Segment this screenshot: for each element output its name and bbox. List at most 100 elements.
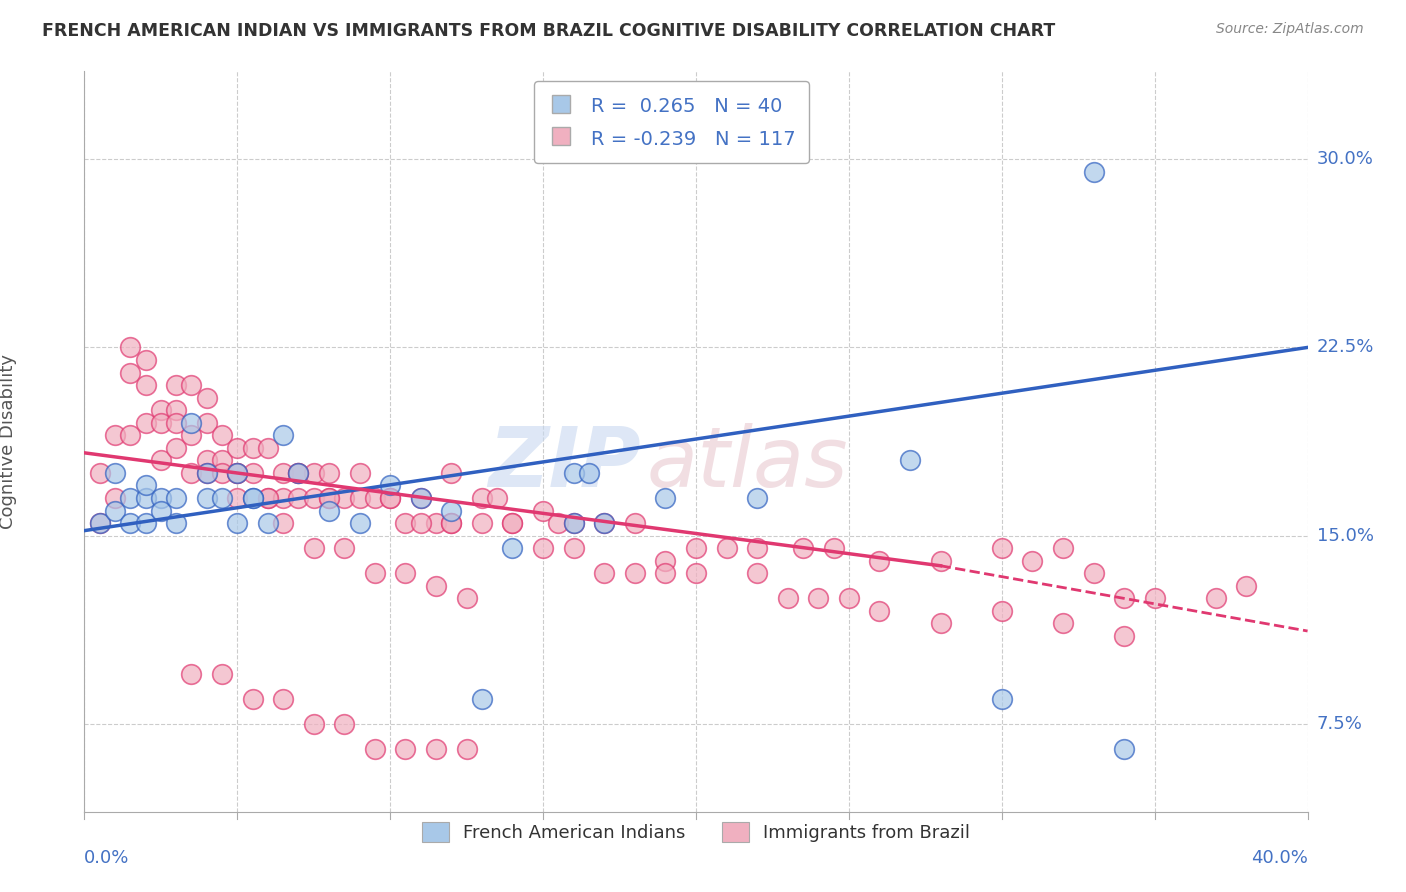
Text: Cognitive Disability: Cognitive Disability [0, 354, 17, 529]
Point [242, 441, 264, 455]
Point [685, 541, 707, 556]
Point [440, 516, 463, 530]
Point [333, 491, 356, 505]
Point [593, 516, 616, 530]
Point [394, 566, 416, 581]
Point [271, 691, 294, 706]
Point [242, 691, 264, 706]
Point [287, 466, 309, 480]
Point [211, 491, 233, 505]
Point [380, 491, 402, 505]
Point [562, 516, 585, 530]
Point [287, 466, 309, 480]
Point [471, 691, 494, 706]
Point [394, 516, 416, 530]
Point [502, 516, 524, 530]
Text: 40.0%: 40.0% [1251, 849, 1308, 867]
Point [180, 428, 202, 442]
Point [807, 591, 830, 606]
Point [211, 466, 233, 480]
Point [165, 378, 187, 392]
Point [364, 491, 387, 505]
Point [747, 491, 769, 505]
Point [1021, 554, 1043, 568]
Point [195, 466, 218, 480]
Point [211, 453, 233, 467]
Point [1114, 742, 1136, 756]
Point [593, 566, 616, 581]
Point [149, 403, 172, 417]
Point [135, 478, 157, 492]
Point [440, 516, 463, 530]
Point [898, 453, 921, 467]
Point [149, 416, 172, 430]
Point [195, 416, 218, 430]
Point [195, 491, 218, 505]
Point [149, 503, 172, 517]
Point [195, 453, 218, 467]
Text: 30.0%: 30.0% [1317, 150, 1374, 169]
Point [380, 478, 402, 492]
Point [1052, 616, 1074, 631]
Point [135, 378, 157, 392]
Point [257, 516, 280, 530]
Point [776, 591, 799, 606]
Point [120, 428, 142, 442]
Point [394, 742, 416, 756]
Point [792, 541, 814, 556]
Point [471, 491, 494, 505]
Point [1052, 541, 1074, 556]
Point [593, 516, 616, 530]
Point [195, 391, 218, 405]
Text: FRENCH AMERICAN INDIAN VS IMMIGRANTS FROM BRAZIL COGNITIVE DISABILITY CORRELATIO: FRENCH AMERICAN INDIAN VS IMMIGRANTS FRO… [42, 22, 1056, 40]
Point [547, 516, 569, 530]
Point [440, 503, 463, 517]
Point [349, 466, 371, 480]
Point [180, 378, 202, 392]
Text: 7.5%: 7.5% [1317, 714, 1362, 733]
Point [104, 503, 127, 517]
Text: 0.0%: 0.0% [84, 849, 129, 867]
Point [242, 491, 264, 505]
Point [578, 466, 600, 480]
Point [991, 604, 1014, 618]
Point [409, 491, 432, 505]
Point [89, 516, 111, 530]
Point [302, 541, 325, 556]
Point [104, 428, 127, 442]
Point [869, 604, 891, 618]
Point [104, 491, 127, 505]
Point [318, 491, 340, 505]
Point [531, 503, 554, 517]
Point [349, 491, 371, 505]
Point [302, 491, 325, 505]
Point [471, 516, 494, 530]
Point [409, 491, 432, 505]
Point [562, 516, 585, 530]
Point [318, 466, 340, 480]
Point [271, 466, 294, 480]
Point [89, 516, 111, 530]
Text: ZIP: ZIP [488, 423, 641, 504]
Point [502, 516, 524, 530]
Point [226, 491, 249, 505]
Point [562, 541, 585, 556]
Point [991, 691, 1014, 706]
Point [685, 566, 707, 581]
Point [716, 541, 738, 556]
Point [562, 466, 585, 480]
Point [456, 742, 478, 756]
Point [333, 541, 356, 556]
Point [211, 666, 233, 681]
Point [425, 579, 447, 593]
Point [1114, 629, 1136, 643]
Point [425, 742, 447, 756]
Point [654, 566, 676, 581]
Point [654, 554, 676, 568]
Point [180, 666, 202, 681]
Point [823, 541, 845, 556]
Point [226, 441, 249, 455]
Point [135, 416, 157, 430]
Point [531, 541, 554, 556]
Point [1143, 591, 1166, 606]
